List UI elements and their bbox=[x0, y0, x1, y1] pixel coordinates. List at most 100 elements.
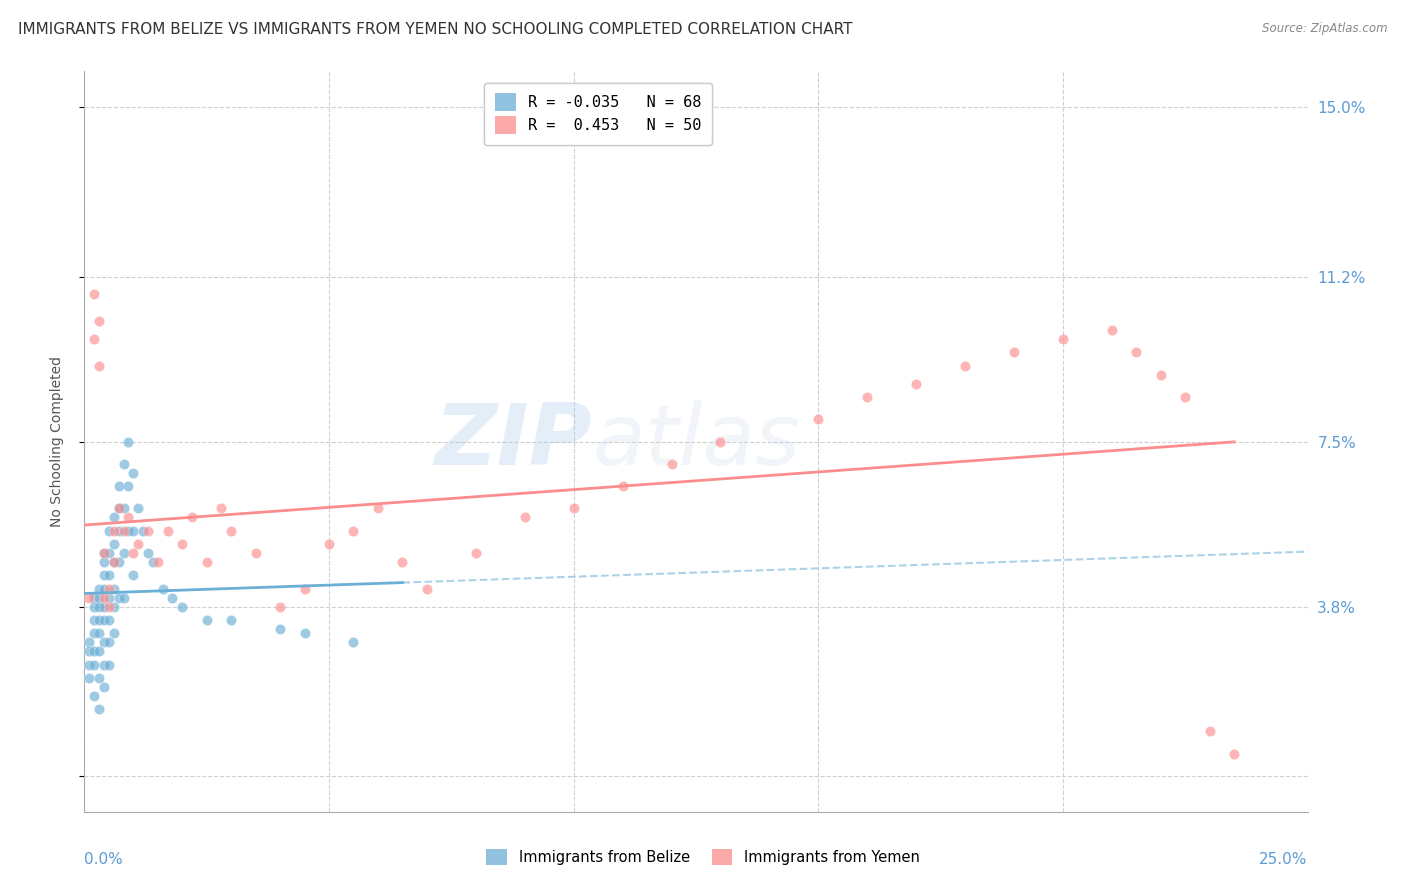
Point bbox=[103, 510, 125, 524]
Point bbox=[513, 510, 536, 524]
Point bbox=[1101, 323, 1123, 337]
Point bbox=[83, 599, 105, 614]
Point bbox=[97, 613, 120, 627]
Point bbox=[1125, 345, 1147, 359]
Point bbox=[209, 501, 232, 516]
Point bbox=[107, 591, 129, 605]
Point bbox=[117, 479, 139, 493]
Point bbox=[103, 555, 125, 569]
Legend: R = -0.035   N = 68, R =  0.453   N = 50: R = -0.035 N = 68, R = 0.453 N = 50 bbox=[484, 83, 713, 145]
Point bbox=[93, 635, 115, 649]
Point bbox=[107, 501, 129, 516]
Point bbox=[93, 546, 115, 560]
Point bbox=[318, 537, 340, 551]
Point bbox=[83, 591, 105, 605]
Point bbox=[103, 582, 125, 596]
Point bbox=[112, 524, 135, 538]
Point bbox=[93, 591, 115, 605]
Point bbox=[83, 613, 105, 627]
Point bbox=[709, 434, 731, 449]
Y-axis label: No Schooling Completed: No Schooling Completed bbox=[49, 356, 63, 527]
Point bbox=[294, 582, 316, 596]
Point bbox=[122, 466, 145, 480]
Point bbox=[77, 657, 100, 672]
Point bbox=[117, 524, 139, 538]
Point bbox=[132, 524, 155, 538]
Point bbox=[117, 510, 139, 524]
Point bbox=[103, 555, 125, 569]
Point bbox=[87, 671, 110, 685]
Point bbox=[1150, 368, 1173, 382]
Point bbox=[87, 599, 110, 614]
Point bbox=[103, 599, 125, 614]
Point bbox=[107, 479, 129, 493]
Point bbox=[93, 680, 115, 694]
Point bbox=[83, 332, 105, 346]
Point bbox=[97, 599, 120, 614]
Point bbox=[77, 671, 100, 685]
Point bbox=[107, 555, 129, 569]
Legend: Immigrants from Belize, Immigrants from Yemen: Immigrants from Belize, Immigrants from … bbox=[481, 843, 925, 871]
Point bbox=[269, 599, 291, 614]
Point bbox=[87, 314, 110, 328]
Text: atlas: atlas bbox=[592, 400, 800, 483]
Point bbox=[83, 644, 105, 658]
Point bbox=[172, 537, 194, 551]
Point bbox=[1002, 345, 1025, 359]
Point bbox=[294, 626, 316, 640]
Point bbox=[97, 582, 120, 596]
Text: IMMIGRANTS FROM BELIZE VS IMMIGRANTS FROM YEMEN NO SCHOOLING COMPLETED CORRELATI: IMMIGRANTS FROM BELIZE VS IMMIGRANTS FRO… bbox=[18, 22, 853, 37]
Point bbox=[103, 537, 125, 551]
Point bbox=[464, 546, 486, 560]
Point bbox=[93, 599, 115, 614]
Point bbox=[269, 622, 291, 636]
Point bbox=[367, 501, 389, 516]
Point bbox=[112, 457, 135, 471]
Point bbox=[87, 702, 110, 716]
Point bbox=[152, 582, 174, 596]
Point bbox=[87, 582, 110, 596]
Point bbox=[219, 613, 242, 627]
Point bbox=[77, 635, 100, 649]
Point bbox=[93, 568, 115, 582]
Point bbox=[77, 644, 100, 658]
Point bbox=[416, 582, 439, 596]
Point bbox=[342, 524, 364, 538]
Point bbox=[103, 524, 125, 538]
Point bbox=[87, 613, 110, 627]
Point bbox=[83, 287, 105, 301]
Point bbox=[97, 524, 120, 538]
Point bbox=[87, 626, 110, 640]
Point bbox=[97, 568, 120, 582]
Point bbox=[391, 555, 413, 569]
Point bbox=[562, 501, 585, 516]
Point bbox=[1174, 390, 1197, 404]
Point bbox=[122, 568, 145, 582]
Point bbox=[142, 555, 165, 569]
Point bbox=[93, 613, 115, 627]
Point bbox=[87, 644, 110, 658]
Text: 25.0%: 25.0% bbox=[1260, 853, 1308, 867]
Point bbox=[127, 537, 149, 551]
Point bbox=[112, 546, 135, 560]
Point bbox=[195, 555, 218, 569]
Point bbox=[1198, 724, 1220, 739]
Point bbox=[905, 376, 928, 391]
Point bbox=[83, 657, 105, 672]
Point bbox=[127, 501, 149, 516]
Point bbox=[97, 591, 120, 605]
Point bbox=[97, 635, 120, 649]
Point bbox=[93, 555, 115, 569]
Point bbox=[112, 501, 135, 516]
Point bbox=[1223, 747, 1246, 761]
Point bbox=[83, 626, 105, 640]
Point bbox=[87, 359, 110, 373]
Point bbox=[245, 546, 267, 560]
Point bbox=[93, 657, 115, 672]
Text: 0.0%: 0.0% bbox=[84, 853, 124, 867]
Point bbox=[661, 457, 683, 471]
Point bbox=[107, 501, 129, 516]
Point bbox=[156, 524, 179, 538]
Point bbox=[195, 613, 218, 627]
Point bbox=[807, 412, 830, 426]
